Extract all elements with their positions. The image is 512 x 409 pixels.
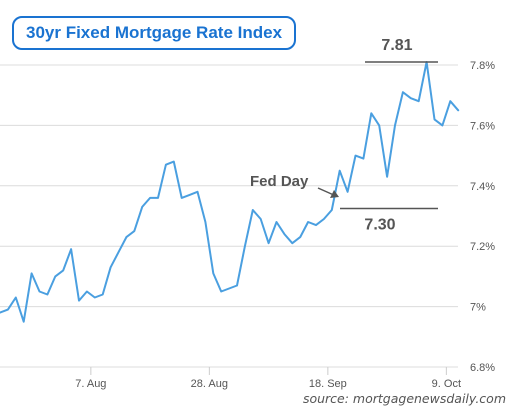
y-tick-label: 7.4% (470, 181, 495, 193)
x-tick-label: 28. Aug (191, 378, 228, 390)
fed-day-arrow-head (330, 190, 339, 198)
high-value-label: 7.81 (381, 37, 412, 54)
x-tick-label: 18. Sep (309, 378, 347, 390)
series-line (0, 61, 460, 323)
y-tick-label: 6.8% (470, 362, 495, 374)
x-tick-label: 9. Oct (432, 378, 461, 390)
y-tick-label: 7.8% (470, 60, 495, 72)
y-tick-label: 7.2% (470, 241, 495, 253)
fed-day-label: Fed Day (250, 173, 309, 190)
level-value-label: 7.30 (364, 216, 395, 233)
y-tick-label: 7.6% (470, 120, 495, 132)
source-credit: source: mortgagenewsdaily.com (302, 391, 506, 406)
x-tick-label: 7. Aug (75, 378, 106, 390)
y-tick-label: 7% (470, 302, 486, 314)
chart-title: 30yr Fixed Mortgage Rate Index (12, 16, 297, 50)
